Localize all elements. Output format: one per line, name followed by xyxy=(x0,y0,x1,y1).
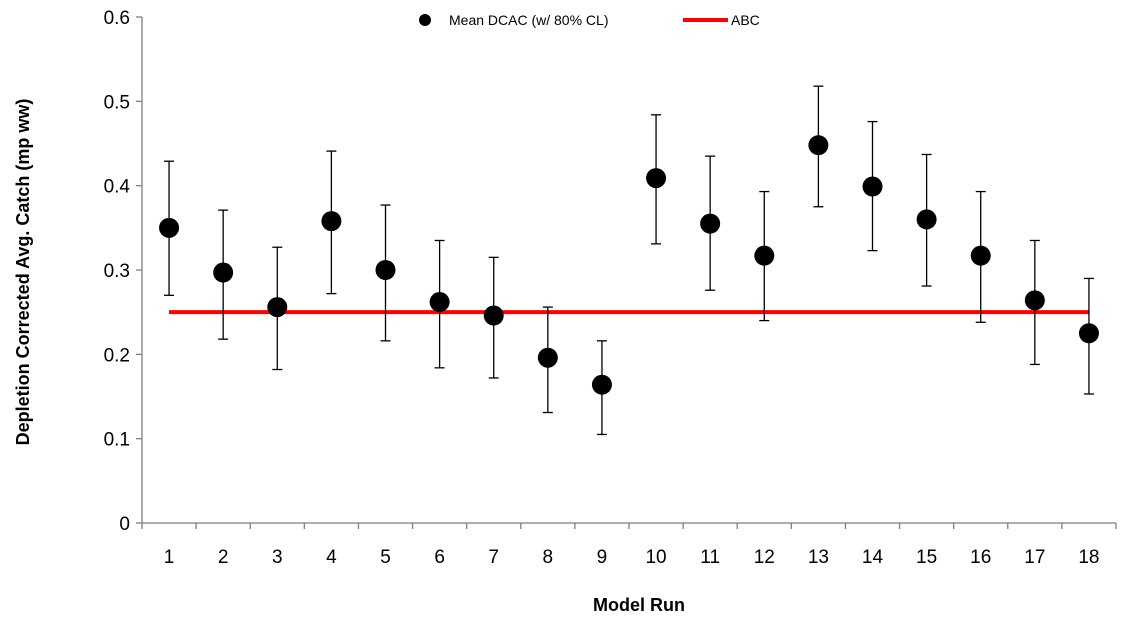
mean-point xyxy=(537,347,558,368)
mean-point xyxy=(483,305,504,326)
y-tick-label: 0.5 xyxy=(104,92,130,113)
legend-label-mean-dcac: Mean DCAC (w/ 80% CL) xyxy=(449,12,609,28)
y-tick-label: 0.1 xyxy=(104,430,130,451)
mean-point xyxy=(213,262,234,283)
x-tick-label: 14 xyxy=(862,547,884,568)
mean-point xyxy=(159,217,180,238)
legend: Mean DCAC (w/ 80% CL) ABC xyxy=(419,12,760,28)
x-tick-label: 3 xyxy=(272,547,283,568)
legend-label-abc: ABC xyxy=(731,12,760,28)
y-tick-label: 0.4 xyxy=(104,177,131,198)
x-tick-label: 17 xyxy=(1024,547,1045,568)
mean-point xyxy=(808,135,829,156)
x-tick-label: 15 xyxy=(916,547,937,568)
x-tick-label: 8 xyxy=(543,547,554,568)
y-tick-labels: 0 0.1 0.2 0.3 0.4 0.5 0.6 xyxy=(104,8,131,535)
mean-point xyxy=(591,374,612,395)
x-tick-label: 18 xyxy=(1078,547,1099,568)
error-bars xyxy=(164,85,1094,436)
mean-points xyxy=(159,135,1099,395)
legend-marker-mean-dcac xyxy=(419,14,431,26)
mean-point xyxy=(1078,323,1099,344)
y-tick-label: 0.3 xyxy=(104,261,130,282)
mean-point xyxy=(429,292,450,313)
mean-point xyxy=(1024,290,1045,311)
x-tick-label: 7 xyxy=(488,547,499,568)
mean-point xyxy=(321,211,342,232)
mean-point xyxy=(267,297,288,318)
y-tick-label: 0 xyxy=(119,514,130,535)
mean-point xyxy=(375,260,396,280)
mean-point xyxy=(754,245,775,266)
mean-point xyxy=(862,176,883,197)
x-tick-labels: 1 2 3 4 5 6 7 8 9 10 11 12 13 14 15 16 17 18 xyxy=(164,547,1100,568)
x-axis-title: Model Run xyxy=(593,595,685,615)
x-tick-label: 12 xyxy=(754,547,775,568)
x-tick-label: 10 xyxy=(645,547,666,568)
mean-point xyxy=(970,245,991,266)
mean-point xyxy=(646,168,667,189)
mean-point xyxy=(700,213,721,234)
x-tick-label: 11 xyxy=(700,547,720,568)
x-tick-label: 9 xyxy=(597,547,608,568)
x-tick-label: 4 xyxy=(326,547,337,568)
x-tick-label: 5 xyxy=(380,547,391,568)
y-tick-label: 0.6 xyxy=(104,8,130,29)
x-tick-label: 13 xyxy=(808,547,829,568)
y-axis-title: Depletion Corrected Avg. Catch (mp ww) xyxy=(13,99,33,446)
axes xyxy=(136,16,1117,529)
x-tick-label: 1 xyxy=(164,547,175,568)
mean-point xyxy=(916,209,937,230)
x-tick-label: 16 xyxy=(970,547,991,568)
x-tick-label: 6 xyxy=(434,547,445,568)
x-tick-label: 2 xyxy=(218,547,229,568)
y-tick-label: 0.2 xyxy=(104,345,130,366)
